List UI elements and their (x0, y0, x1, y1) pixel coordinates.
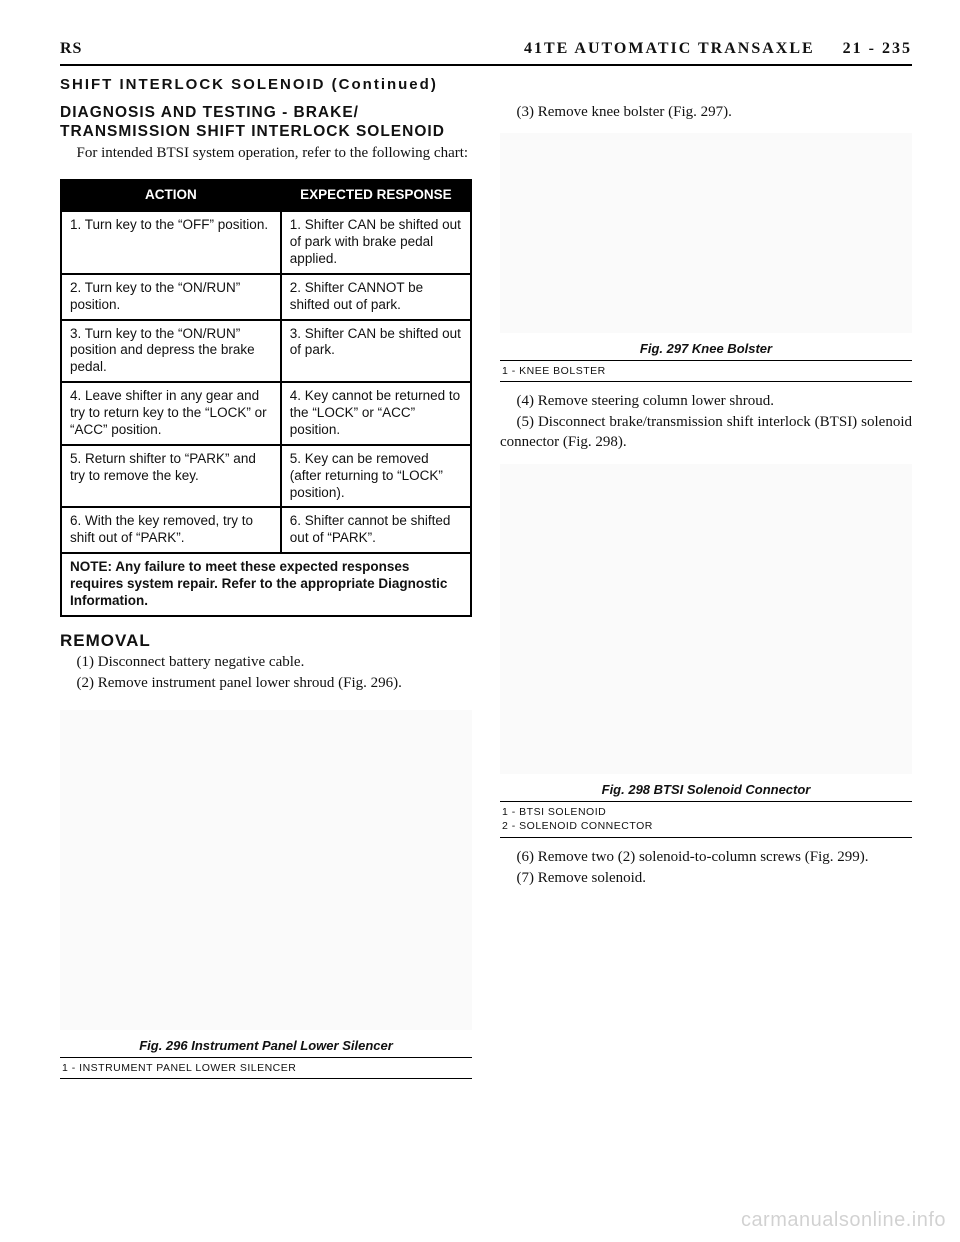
step-3: (3) Remove knee bolster (Fig. 297). (500, 103, 912, 123)
cell-response: 2. Shifter CANNOT be shifted out of park… (281, 274, 471, 320)
table-note-row: NOTE: Any failure to meet these expected… (61, 553, 471, 616)
cell-response: 1. Shifter CAN be shifted out of park wi… (281, 211, 471, 274)
step-5: (5) Disconnect brake/transmission shift … (500, 413, 912, 452)
cell-action: 5. Return shifter to “PARK” and try to r… (61, 445, 281, 508)
left-column: DIAGNOSIS AND TESTING - BRAKE/ TRANSMISS… (60, 99, 472, 1079)
diagnosis-table: ACTION EXPECTED RESPONSE 1. Turn key to … (60, 179, 472, 617)
header-section: 41TE AUTOMATIC TRANSAXLE (524, 40, 815, 57)
removal-heading: REMOVAL (60, 631, 472, 651)
page-header: RS 41TE AUTOMATIC TRANSAXLE 21 - 235 (60, 40, 912, 58)
header-rule (60, 64, 912, 66)
table-row: 4. Leave shifter in any gear and try to … (61, 382, 471, 445)
cell-action: 1. Turn key to the “OFF” position. (61, 211, 281, 274)
fig-296-legend: 1 - INSTRUMENT PANEL LOWER SILENCER (60, 1057, 472, 1079)
col-response: EXPECTED RESPONSE (281, 180, 471, 211)
fig-298-legend-2: 2 - SOLENOID CONNECTOR (502, 819, 910, 833)
table-row: 6. With the key removed, try to shift ou… (61, 507, 471, 553)
table-note: NOTE: Any failure to meet these expected… (61, 553, 471, 616)
cell-action: 3. Turn key to the “ON/RUN” position and… (61, 320, 281, 383)
intro-paragraph: For intended BTSI system operation, refe… (60, 144, 472, 164)
removal-step: (2) Remove instrument panel lower shroud… (60, 674, 472, 694)
table-row: 2. Turn key to the “ON/RUN” position. 2.… (61, 274, 471, 320)
cell-response: 3. Shifter CAN be shifted out of park. (281, 320, 471, 383)
cell-action: 6. With the key removed, try to shift ou… (61, 507, 281, 553)
col-action: ACTION (61, 180, 281, 211)
fig-298-legend: 1 - BTSI SOLENOID 2 - SOLENOID CONNECTOR (500, 801, 912, 837)
fig-296-caption: Fig. 296 Instrument Panel Lower Silencer (60, 1038, 472, 1053)
step-6: (6) Remove two (2) solenoid-to-column sc… (500, 848, 912, 868)
diagnosis-heading: DIAGNOSIS AND TESTING - BRAKE/ TRANSMISS… (60, 103, 472, 142)
cell-action: 2. Turn key to the “ON/RUN” position. (61, 274, 281, 320)
content-columns: DIAGNOSIS AND TESTING - BRAKE/ TRANSMISS… (60, 99, 912, 1079)
fig-297-image (500, 133, 912, 333)
fig-297-caption: Fig. 297 Knee Bolster (500, 341, 912, 356)
fig-297-legend: 1 - KNEE BOLSTER (500, 360, 912, 382)
fig-298-caption: Fig. 298 BTSI Solenoid Connector (500, 782, 912, 797)
right-column: (3) Remove knee bolster (Fig. 297). Fig.… (500, 99, 912, 1079)
header-right: 41TE AUTOMATIC TRANSAXLE 21 - 235 (524, 40, 912, 58)
fig-298-image (500, 464, 912, 774)
cell-response: 4. Key cannot be returned to the “LOCK” … (281, 382, 471, 445)
cell-response: 6. Shifter cannot be shifted out of “PAR… (281, 507, 471, 553)
step-4: (4) Remove steering column lower shroud. (500, 392, 912, 412)
step-7: (7) Remove solenoid. (500, 869, 912, 889)
continued-line: SHIFT INTERLOCK SOLENOID (Continued) (60, 76, 912, 93)
table-row: 1. Turn key to the “OFF” position. 1. Sh… (61, 211, 471, 274)
cell-action: 4. Leave shifter in any gear and try to … (61, 382, 281, 445)
header-left: RS (60, 40, 82, 58)
table-row: 3. Turn key to the “ON/RUN” position and… (61, 320, 471, 383)
table-header-row: ACTION EXPECTED RESPONSE (61, 180, 471, 211)
header-page: 21 - 235 (843, 40, 912, 57)
cell-response: 5. Key can be removed (after returning t… (281, 445, 471, 508)
fig-298-legend-1: 1 - BTSI SOLENOID (502, 805, 910, 819)
watermark: carmanualsonline.info (741, 1209, 946, 1232)
fig-296-image (60, 710, 472, 1030)
removal-step: (1) Disconnect battery negative cable. (60, 653, 472, 673)
table-row: 5. Return shifter to “PARK” and try to r… (61, 445, 471, 508)
